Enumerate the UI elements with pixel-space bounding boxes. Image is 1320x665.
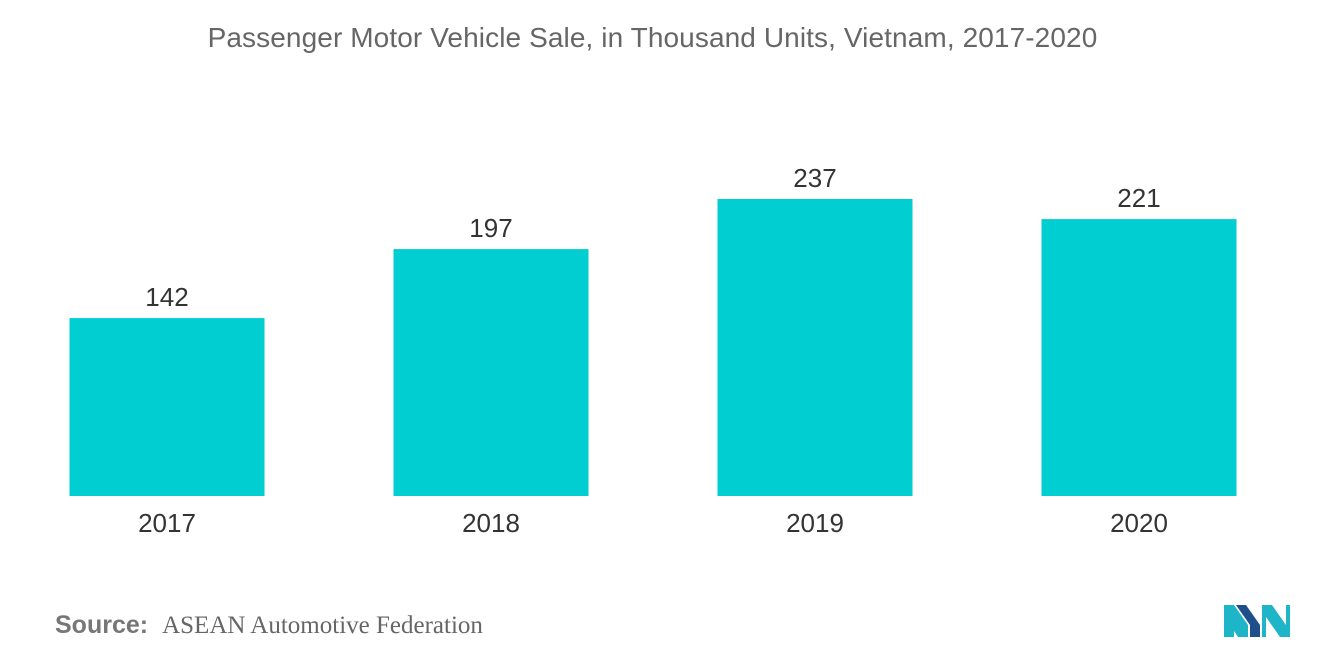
x-axis-ticks: 2017 2018 2019 2020 (138, 508, 1168, 538)
bar-2020 (1041, 219, 1237, 496)
x-tick-label-2018: 2018 (462, 508, 520, 538)
bar-2018 (393, 249, 589, 496)
mordor-intelligence-logo-icon (1224, 605, 1290, 637)
bar-value-label-2020: 221 (1117, 183, 1160, 213)
logo-left-shape (1224, 605, 1248, 637)
bar-value-label-2019: 237 (793, 163, 836, 193)
bars-group (69, 199, 1237, 496)
chart-title: Passenger Motor Vehicle Sale, in Thousan… (207, 22, 1098, 53)
x-tick-label-2020: 2020 (1110, 508, 1168, 538)
x-tick-label-2017: 2017 (138, 508, 196, 538)
bar-2017 (69, 318, 265, 496)
logo-middle-shape (1236, 605, 1260, 637)
bar-value-label-2017: 142 (145, 282, 188, 312)
logo-right-shape (1262, 605, 1290, 637)
source-note: Source: ASEAN Automotive Federation (55, 611, 483, 640)
x-tick-label-2019: 2019 (786, 508, 844, 538)
value-labels-group: 142 197 237 221 (145, 163, 1160, 312)
bar-2019 (717, 199, 913, 496)
source-prefix: Source: (55, 611, 149, 639)
bar-value-label-2018: 197 (469, 213, 512, 243)
source-text: ASEAN Automotive Federation (162, 612, 483, 639)
